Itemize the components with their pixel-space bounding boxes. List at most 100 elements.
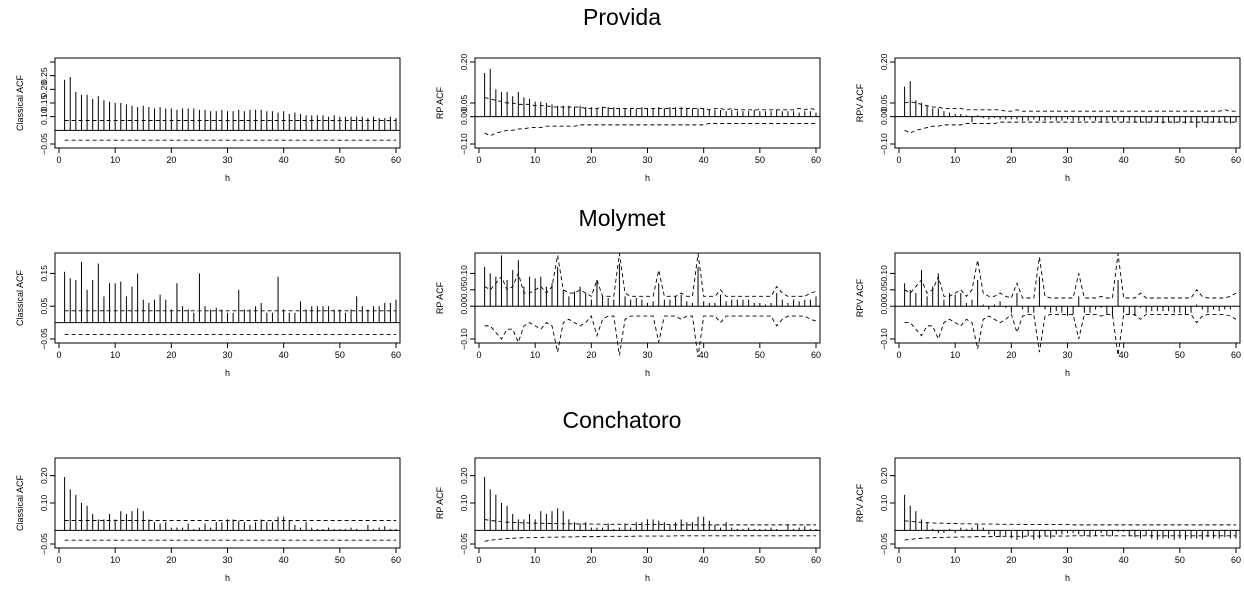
panel-6-xtick-label: 60 <box>391 555 401 565</box>
panel-3-frame <box>54 252 401 344</box>
panel-4-frame <box>474 252 821 344</box>
panel-1-ytick-label: −0.10 <box>459 133 469 155</box>
panel-8-ytick-label: 0.20 <box>879 467 889 484</box>
panel-0-xtick-label: 40 <box>279 155 289 165</box>
panel-4-xtick-label: 50 <box>755 350 765 360</box>
panel-4-xtick-label: 30 <box>642 350 652 360</box>
panel-7-ytick-label: −0.05 <box>459 533 469 555</box>
panel-5-xtick-label: 50 <box>1175 350 1185 360</box>
panel-8-upper-band <box>904 520 1236 526</box>
panel-4-lower-band <box>484 315 817 358</box>
panel-8-ylabel: RPV ACF <box>855 483 865 522</box>
panel-0-xtick-label: 20 <box>166 155 176 165</box>
panel-7-ytick-label: 0.10 <box>459 494 469 511</box>
panel-4-ytick-label: 0.10 <box>459 265 469 282</box>
panel-5-ylabel: RPV ACF <box>855 278 865 317</box>
panel-5-xtick-label: 40 <box>1119 350 1129 360</box>
panel-8-ytick-label: 0.10 <box>879 494 889 511</box>
panel-1-upper-band <box>484 97 817 111</box>
panel-4-ytick-label: −0.10 <box>459 328 469 350</box>
panel-4-ytick-label: 0.05 <box>459 281 469 298</box>
panel-2-xlabel: h <box>1065 173 1070 183</box>
panel-3-ytick-label: 0.15 <box>39 265 49 282</box>
panel-2-xtick-label: 60 <box>1231 155 1241 165</box>
panel-7-xtick-label: 10 <box>530 555 540 565</box>
panel-4-upper-band <box>484 253 817 298</box>
panel-4-xtick-label: 60 <box>811 350 821 360</box>
panel-7-lower-band <box>484 535 816 542</box>
panel-7-xtick-label: 30 <box>642 555 652 565</box>
panel-2-ylabel: RPV ACF <box>855 83 865 122</box>
panel-6-ytick-label: 0.20 <box>39 467 49 484</box>
panel-2-lower-band <box>904 121 1236 134</box>
panel-4-xtick-label: 20 <box>586 350 596 360</box>
panel-8-xtick-label: 10 <box>950 555 960 565</box>
panel-7-xlabel: h <box>645 573 650 583</box>
panel-6-xlabel: h <box>225 573 230 583</box>
panel-3-xtick-label: 60 <box>391 350 401 360</box>
panel-3-ytick-label: 0.05 <box>39 298 49 315</box>
panel-1-lower-band <box>484 123 816 137</box>
panel-0-ytick-label: −0.05 <box>39 133 49 155</box>
panel-0-ytick-label: 0.15 <box>39 94 49 111</box>
row-title-provida: Provida <box>583 4 661 30</box>
panel-2-xtick-label: 0 <box>896 155 901 165</box>
panel-6-xtick-label: 50 <box>335 555 345 565</box>
panel-2-ytick-label: −0.10 <box>879 133 889 155</box>
panel-5-ytick-label: 0.10 <box>879 265 889 282</box>
panel-7-frame <box>474 457 821 549</box>
panel-3-ylabel: Classical ACF <box>15 269 25 326</box>
panel-8-lower-band <box>904 535 1236 541</box>
panel-8-xtick-label: 0 <box>896 555 901 565</box>
panel-6-xtick-label: 40 <box>279 555 289 565</box>
panel-0-xtick-label: 50 <box>335 155 345 165</box>
panel-7-xtick-label: 50 <box>755 555 765 565</box>
panel-6-ylabel: Classical ACF <box>15 474 25 531</box>
panel-2-xtick-label: 30 <box>1062 155 1072 165</box>
panel-1-xtick-label: 30 <box>642 155 652 165</box>
panel-2-ytick-label: 0.05 <box>879 94 889 111</box>
panel-5-xtick-label: 0 <box>896 350 901 360</box>
panel-3-xtick-label: 30 <box>222 350 232 360</box>
panel-4-xtick-label: 10 <box>530 350 540 360</box>
panel-7-xtick-label: 60 <box>811 555 821 565</box>
panel-5-xtick-label: 60 <box>1231 350 1241 360</box>
row-title-conchatoro: Conchatoro <box>562 407 682 433</box>
panel-0-xtick-label: 60 <box>391 155 401 165</box>
panel-0-ylabel: Classical ACF <box>15 74 25 131</box>
panel-7-ylabel: RP ACF <box>435 486 445 519</box>
panel-5-xtick-label: 20 <box>1006 350 1016 360</box>
panel-2-xtick-label: 50 <box>1175 155 1185 165</box>
panel-1-ylabel: RP ACF <box>435 86 445 119</box>
panel-7-xtick-label: 20 <box>586 555 596 565</box>
panel-7-upper-band <box>484 518 816 526</box>
panel-4-xlabel: h <box>645 368 650 378</box>
panel-1-xtick-label: 20 <box>586 155 596 165</box>
panel-1-xtick-label: 0 <box>476 155 481 165</box>
panel-8-xtick-label: 60 <box>1231 555 1241 565</box>
panel-2-upper-band <box>904 101 1236 112</box>
panel-0-ytick-label: 0.10 <box>39 108 49 125</box>
panel-3-ytick-label: −0.05 <box>39 328 49 350</box>
panel-1-frame <box>474 57 821 149</box>
panel-1-xtick-label: 60 <box>811 155 821 165</box>
panel-0-xlabel: h <box>225 173 230 183</box>
panel-2-xtick-label: 20 <box>1006 155 1016 165</box>
panel-4-xtick-label: 40 <box>699 350 709 360</box>
panel-0-xtick-label: 30 <box>222 155 232 165</box>
panel-5-xtick-label: 30 <box>1062 350 1072 360</box>
panel-6-xtick-label: 0 <box>56 555 61 565</box>
panel-1-xtick-label: 50 <box>755 155 765 165</box>
panel-5-xlabel: h <box>1065 368 1070 378</box>
panel-4-xtick-label: 0 <box>476 350 481 360</box>
panel-7-ytick-label: 0.20 <box>459 467 469 484</box>
panel-2-ytick-label: 0.20 <box>879 53 889 70</box>
panel-3-xtick-label: 0 <box>56 350 61 360</box>
panel-5-ytick-label: 0.00 <box>879 298 889 315</box>
panel-0-ytick-label: 0.25 <box>39 67 49 84</box>
panel-5-ytick-label: −0.10 <box>879 328 889 350</box>
row-title-molymet: Molymet <box>578 205 666 231</box>
panel-6-xtick-label: 30 <box>222 555 232 565</box>
panel-5-lower-band <box>904 313 1237 356</box>
